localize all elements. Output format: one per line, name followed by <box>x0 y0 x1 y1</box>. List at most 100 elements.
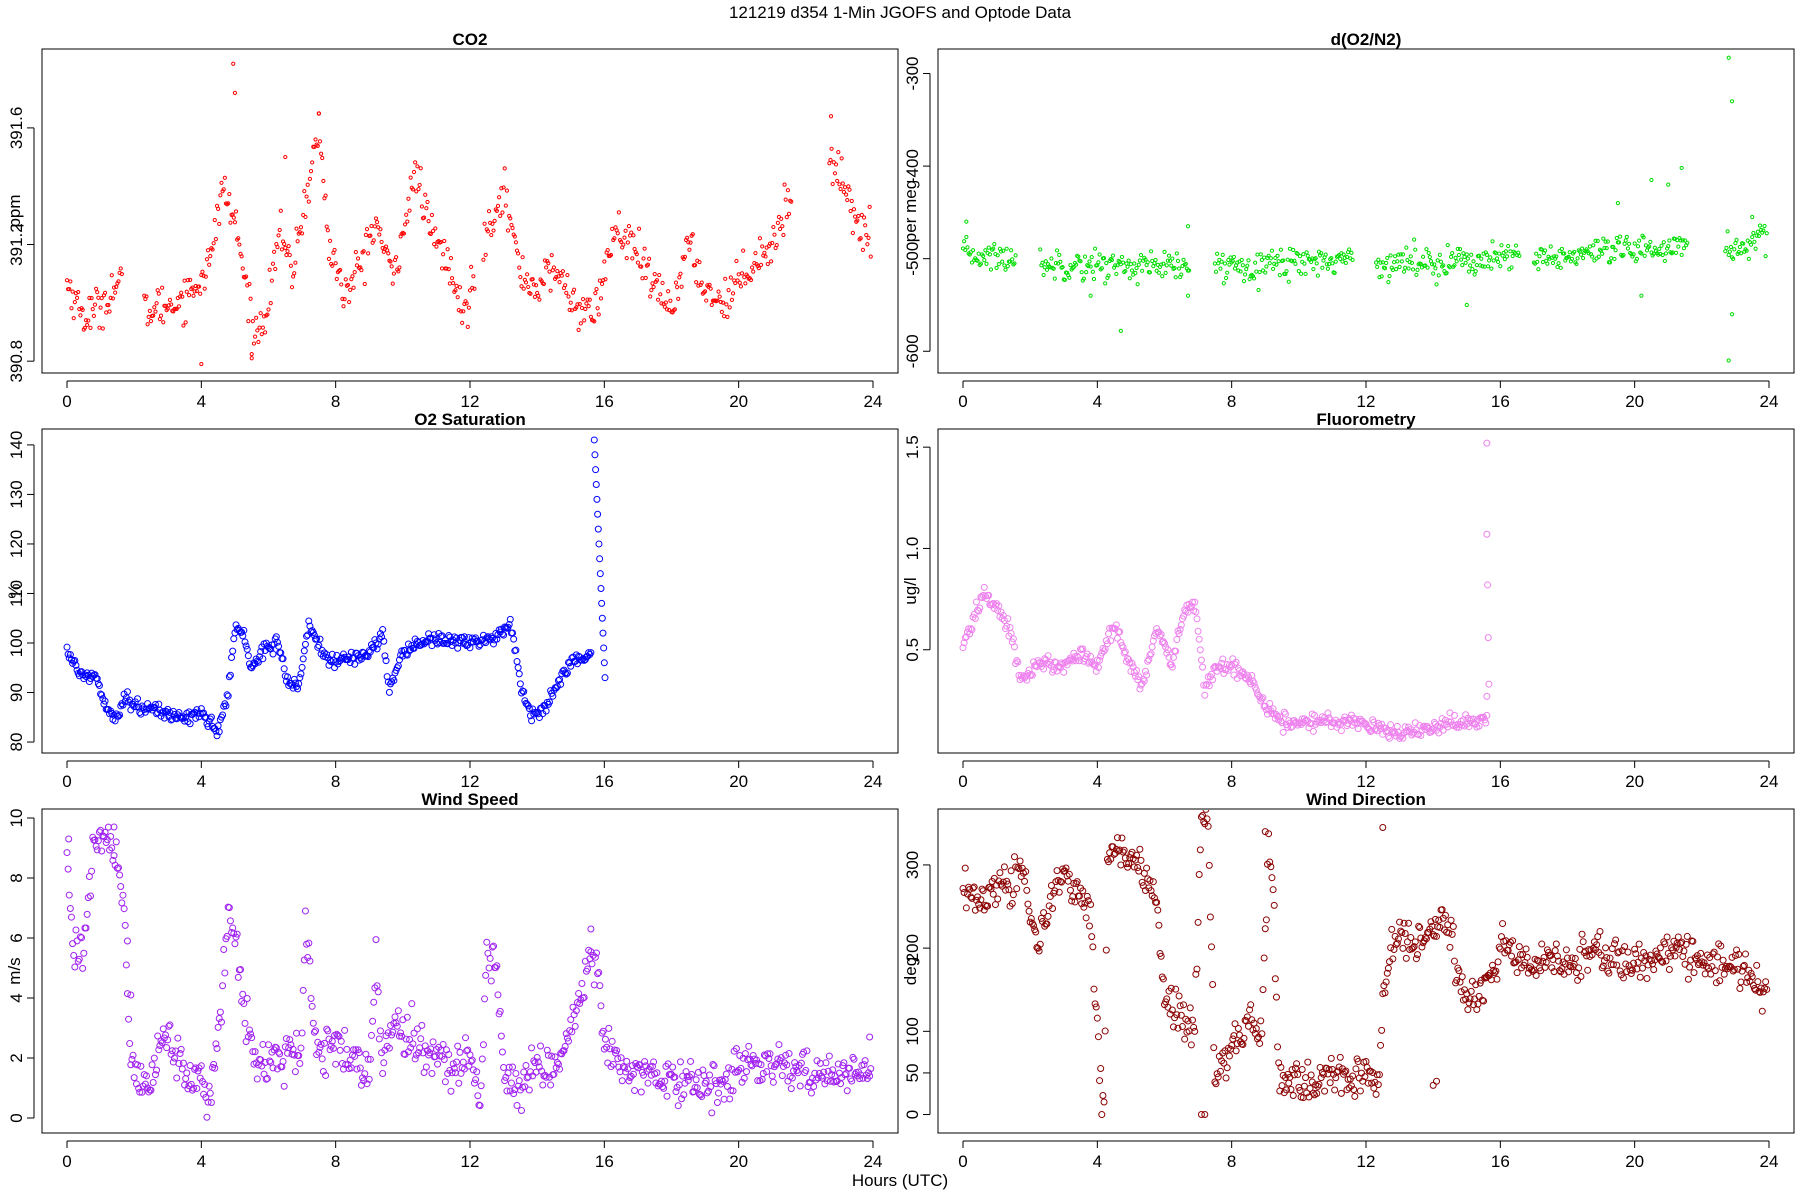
data-point <box>1728 244 1734 250</box>
data-point <box>497 1032 505 1040</box>
data-point <box>166 1021 174 1029</box>
data-point <box>675 285 680 290</box>
data-point <box>1761 228 1766 233</box>
data-point <box>996 869 1004 877</box>
data-point <box>578 321 583 326</box>
data-point <box>1284 723 1292 731</box>
data-point <box>1387 944 1395 952</box>
data-point <box>1225 270 1230 275</box>
data-point <box>960 889 968 897</box>
data-point <box>151 313 156 318</box>
x-tick-label: 24 <box>864 772 883 791</box>
data-point <box>1010 643 1018 651</box>
data-point <box>232 220 238 225</box>
data-point <box>1639 251 1644 256</box>
data-point <box>1678 238 1683 243</box>
data-point <box>1090 985 1098 993</box>
data-point <box>1385 255 1390 261</box>
data-point <box>685 1073 693 1081</box>
data-point <box>1445 929 1453 937</box>
data-point <box>1132 261 1137 266</box>
data-point <box>975 607 983 615</box>
data-point <box>1396 252 1401 257</box>
data-point <box>1763 985 1771 993</box>
data-point <box>517 1107 525 1115</box>
y-axis-label: m/s <box>5 957 24 984</box>
data-point <box>70 657 78 665</box>
data-point <box>1429 262 1435 267</box>
data-point <box>1345 1084 1353 1092</box>
data-point <box>1593 941 1601 949</box>
data-point <box>1400 252 1406 257</box>
data-point <box>1219 259 1224 264</box>
data-point <box>294 226 299 231</box>
data-point <box>978 261 984 266</box>
data-point <box>95 290 100 295</box>
data-point <box>320 1039 328 1047</box>
data-point <box>1166 253 1172 258</box>
data-point <box>1680 947 1688 955</box>
data-point <box>1256 1039 1264 1047</box>
data-point <box>595 306 600 311</box>
data-point <box>1619 974 1627 982</box>
data-point <box>649 287 654 293</box>
data-point <box>374 219 380 225</box>
data-point <box>119 271 124 277</box>
data-point <box>1449 923 1457 931</box>
x-tick-label: 16 <box>1491 772 1510 791</box>
data-point <box>359 1074 367 1082</box>
data-point <box>1429 1081 1437 1089</box>
data-point <box>1691 954 1699 962</box>
data-point <box>607 1063 615 1071</box>
data-point <box>1237 672 1245 680</box>
y-axis-label: % <box>5 583 24 598</box>
data-point <box>1590 254 1595 259</box>
data-point <box>1460 263 1465 268</box>
data-point <box>512 646 520 654</box>
data-point <box>183 1069 191 1077</box>
data-point <box>1168 663 1176 671</box>
data-point <box>1220 1059 1228 1067</box>
data-point <box>962 904 970 912</box>
data-point <box>226 201 231 206</box>
data-point <box>585 297 590 302</box>
data-point <box>373 216 379 221</box>
data-point <box>682 254 688 260</box>
data-point <box>726 1095 734 1103</box>
data-point <box>785 1050 793 1058</box>
data-point <box>1762 978 1770 986</box>
data-point <box>1464 1006 1472 1014</box>
data-point <box>1062 864 1070 872</box>
data-point <box>213 1045 221 1053</box>
data-point <box>1060 264 1065 270</box>
data-point <box>1266 858 1274 866</box>
data-point <box>1434 282 1439 287</box>
data-point <box>374 988 382 996</box>
data-point <box>520 1068 528 1076</box>
data-point <box>983 248 988 253</box>
data-point <box>405 219 410 224</box>
data-point <box>756 266 761 271</box>
data-point <box>381 1046 389 1054</box>
data-point <box>1294 1071 1302 1079</box>
data-point <box>1163 270 1168 275</box>
data-point <box>275 245 280 250</box>
data-point <box>239 990 247 998</box>
data-point <box>964 234 969 240</box>
data-point <box>1450 251 1455 256</box>
data-point <box>498 1048 506 1056</box>
data-point <box>1043 259 1048 264</box>
data-point <box>1146 651 1154 659</box>
data-point <box>119 891 127 899</box>
data-point <box>1170 256 1175 261</box>
data-point <box>1082 254 1088 259</box>
data-point <box>1670 937 1678 945</box>
data-point <box>1155 628 1163 636</box>
data-point <box>663 300 669 305</box>
data-point <box>250 659 258 667</box>
data-point <box>512 234 517 239</box>
data-point <box>1509 937 1517 945</box>
data-point <box>66 651 74 659</box>
data-point <box>844 192 849 197</box>
